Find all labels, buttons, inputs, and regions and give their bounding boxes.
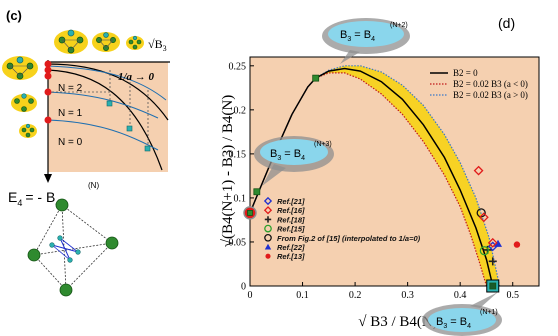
line-legend: B2 = 0 B2 = 0.02 B3 (a < 0) B2 = 0.02 B3… (430, 68, 528, 100)
legend-marker (263, 206, 273, 215)
legend-ref-label: From Fig.2 of [15] (interpolated to 1/a=… (277, 234, 421, 243)
legend-ref-label: Ref.[18] (277, 215, 305, 224)
callout-bottom-sup: (N+1) (480, 309, 498, 316)
reference-point (476, 208, 486, 218)
callout-top: B3 = B4 (N+2) (322, 18, 410, 64)
reference-point (513, 241, 521, 248)
y-axis-label-text: √(B4(N+1) - B3) / B4(N) (220, 95, 236, 248)
threshold-dot (44, 116, 52, 124)
green-square-marker (253, 188, 261, 196)
tetrahedron-icon (27, 198, 119, 297)
legend-label-2: B2 = 0.02 B3 (a > 0) (453, 90, 528, 100)
x-tick-label: 0 (248, 290, 253, 301)
threshold-dot (44, 72, 52, 80)
threshold-dot (44, 66, 52, 74)
y-tick-label: 0.25 (229, 61, 247, 72)
green-square-marker (312, 74, 320, 82)
level-curve-n2b (47, 65, 167, 101)
y-tick-label: 0 (241, 282, 246, 293)
legend-ref-label: Ref.[13] (277, 252, 305, 261)
x-tick-label: 0.5 (506, 290, 519, 301)
legend-ref-label: Ref.[21] (277, 197, 305, 206)
panel-c: (c) √B3 (2, 8, 170, 297)
level-curve-n3 (47, 63, 169, 121)
callout-top-sup: (N+2) (390, 22, 408, 29)
x-axis-ticks: 0 0.1 0.2 0.3 0.4 0.5 (248, 282, 519, 301)
energy-label: E4= - B4 (8, 189, 60, 208)
x-tick-label: 0.2 (349, 290, 362, 301)
panel-c-label: (c) (6, 8, 22, 23)
level-marker (106, 100, 113, 107)
legend-ref-label: Ref.[22] (277, 243, 305, 252)
callout-left-text: B3 = B4 (270, 148, 305, 162)
reference-legend: Ref.[21]Ref.[16]Ref.[18]Ref.[15]From Fig… (263, 196, 421, 261)
level-marker (126, 125, 133, 132)
left-clusters-icon (2, 56, 38, 138)
level-curve-n0 (47, 119, 159, 151)
level-curve-n2 (47, 69, 163, 171)
threshold-dot (44, 88, 52, 96)
callout-left-sup: (N+3) (314, 141, 332, 148)
reference-point (473, 165, 484, 176)
reference-point (487, 237, 498, 248)
legend-marker (265, 253, 271, 259)
inverse-a-label: 1/a → 0 (118, 71, 155, 83)
legend-marker (264, 243, 272, 250)
callout-bottom-text: B3 = B4 (436, 316, 471, 330)
x-tick-label: 0.3 (401, 290, 414, 301)
y-tick-label: 0.2 (234, 105, 247, 116)
reference-point (488, 257, 497, 266)
callout-left: B3 = B4 (N+3) (254, 136, 334, 186)
data-markers (243, 74, 521, 293)
reference-point (479, 246, 490, 256)
legend-marker (264, 224, 272, 233)
y-tick-label: 0.15 (229, 149, 247, 160)
energy-axis-arrow (44, 174, 52, 183)
energy-label-sup: (N) (88, 181, 99, 190)
x-axis-label: √ B3 / B4(N) (358, 314, 437, 330)
callout-bottom: B3 = B4 (N+1) (422, 292, 502, 336)
y-tick-label: 0.05 (229, 237, 247, 248)
threshold-dot (44, 60, 52, 68)
level-marker (144, 145, 151, 152)
y-axis-label: √(B4(N+1) - B3) / B4(N) (220, 95, 236, 248)
legend-label-0: B2 = 0 (453, 68, 478, 78)
top-sqrt-label: √B3 (148, 37, 167, 53)
reference-point (494, 239, 503, 247)
uncertainty-band (250, 65, 500, 286)
legend-label-1: B2 = 0.02 B3 (a < 0) (453, 79, 528, 89)
top-clusters-icon (54, 29, 144, 54)
plot-frame (249, 56, 540, 287)
level-label-n2: N = 2 (58, 83, 83, 94)
legend-ref-label: Ref.[16] (277, 206, 305, 215)
y-tick-label: 0.1 (234, 193, 247, 204)
legend-marker (264, 233, 272, 242)
legend-marker (264, 216, 272, 223)
curve-b2-zero (249, 67, 494, 287)
level-label-n1: N = 1 (58, 108, 83, 119)
green-square-marker (489, 282, 497, 290)
panel-d-label: (d) (498, 15, 515, 31)
legend-marker (263, 196, 273, 206)
legend-ref-label: Ref.[15] (277, 225, 305, 234)
green-square-marker (247, 209, 253, 216)
level-label-n0: N = 0 (58, 137, 83, 148)
y-axis-ticks: 0 0.05 0.1 0.15 0.2 0.25 (229, 61, 254, 293)
reference-point (478, 212, 489, 223)
x-tick-label: 0.1 (296, 290, 309, 301)
callout-top-text: B3 = B4 (340, 29, 375, 43)
panel-d: (d) 0 0.1 0.2 0.3 0.4 0.5 0 0.05 0.1 0.15 0.2 0.25… (220, 15, 540, 336)
x-tick-label: 0.4 (454, 290, 467, 301)
level-diagram-bg (48, 62, 168, 172)
